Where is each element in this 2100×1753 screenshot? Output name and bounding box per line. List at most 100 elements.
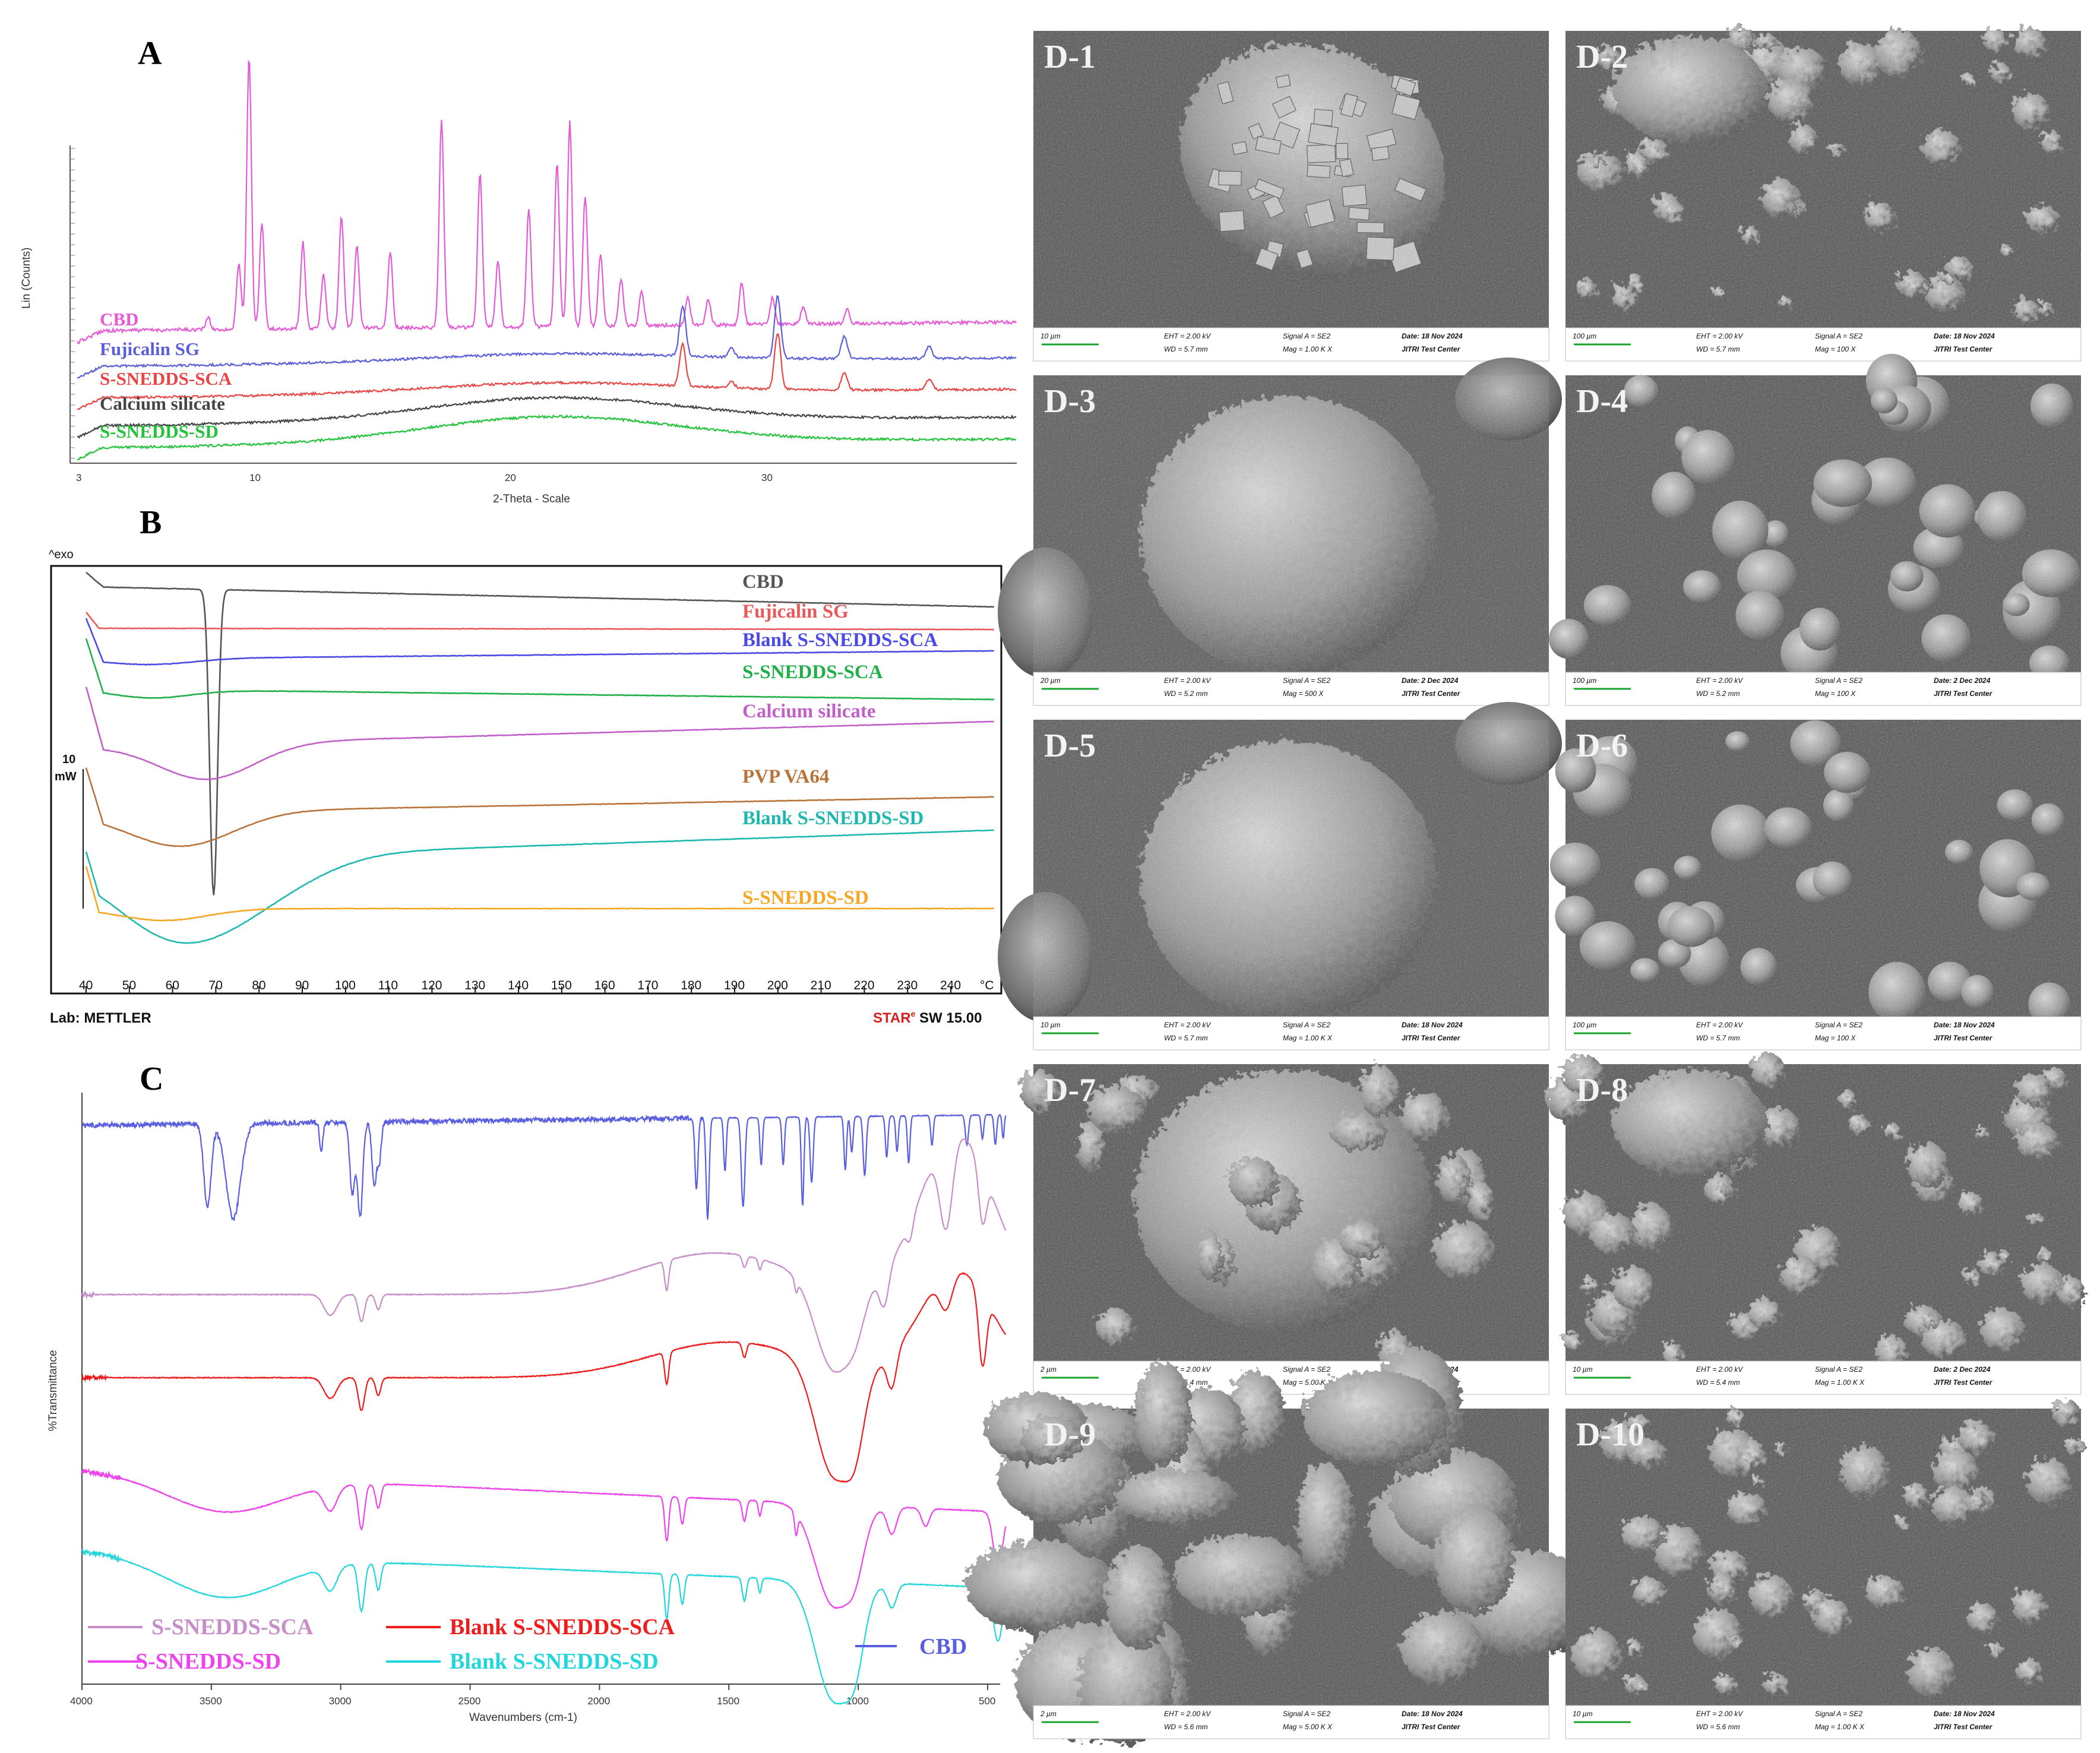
sem-eht: EHT = 2.00 kV [1696,332,1743,340]
sem-label: D-9 [1044,1416,1096,1453]
xrd-curve-2 [77,333,1017,410]
sem-signal: Signal A = SE2 [1283,1710,1330,1718]
xrd-tick-3: 3 [76,472,81,483]
dsc-curve-3 [85,638,995,701]
sem-date: Date: 18 Nov 2024 [1402,1710,1463,1718]
sem-center: JITRI Test Center [1934,1034,1993,1042]
dsc-tick-150: 150 [551,979,572,992]
sem-info-bar [1033,1705,1549,1739]
ftir-y-axis-label: %Transmittance [47,1350,59,1431]
dsc-tick-50: 50 [122,979,136,992]
sem-label: D-3 [1044,383,1096,420]
ftir-tick-3500: 3500 [200,1695,222,1707]
dsc-tick-130: 130 [464,979,485,992]
sem-label: D-6 [1576,727,1628,764]
sem-label: D-10 [1576,1416,1644,1453]
sem-mag: Mag = 100 X [1815,345,1856,353]
ftir-tick-1000: 1000 [846,1695,869,1707]
sem-label: D-1 [1044,39,1096,75]
sem-texture [1565,1064,2081,1361]
dsc-label-calcium-silicate: Calcium silicate [742,701,876,722]
sem-mag: Mag = 500 X [1283,689,1324,698]
dsc-label-s-snedds-sd: S-SNEDDS-SD [742,887,869,909]
sem-label: D-4 [1576,383,1628,420]
sem-eht: EHT = 2.00 kV [1164,1021,1211,1029]
sem-info-bar [1565,672,2082,706]
ftir-tick-2000: 2000 [587,1695,610,1707]
dsc-tick-90: 90 [295,979,309,992]
ftir-curve-0 [81,1113,1007,1222]
ftir-tick-4000: 4000 [70,1695,93,1707]
sem-image-5: D-5 10 µm EHT = 2.00 kV WD = 5.7 mm Signal A… [998,702,1562,1050]
ftir-tick-3000: 3000 [329,1695,352,1707]
dsc-label-cbd: CBD [742,571,784,593]
dsc-tick-240: 240 [940,979,961,992]
dsc-scale-value: 10 [62,753,75,766]
sem-mag: Mag = 1.00 K X [1283,345,1333,353]
dsc-tick-180: 180 [681,979,701,992]
sem-signal: Signal A = SE2 [1283,676,1330,685]
dsc-curve-1 [86,612,994,631]
sem-signal: Signal A = SE2 [1815,1365,1862,1374]
dsc-tick-140: 140 [508,979,529,992]
sem-wd: WD = 5.4 mm [1696,1378,1740,1387]
sem-texture [1565,31,2081,328]
sem-scale-text: 10 µm [1040,332,1061,340]
dsc-curve-0 [86,571,995,896]
dsc-tick-60: 60 [166,979,179,992]
sem-scale-text: 10 µm [1573,1710,1593,1718]
dsc-thermograms [85,571,995,944]
sem-texture [1033,375,1549,672]
xrd-label-s-snedds-sca: S-SNEDDS-SCA [100,368,232,389]
xrd-tick-20: 20 [505,472,516,483]
sem-info-bar [1033,672,1549,706]
sem-eht: EHT = 2.00 kV [1164,676,1211,685]
ftir-curve-1 [81,1138,1007,1374]
ftir-curve-4 [81,1548,1007,1705]
sem-signal: Signal A = SE2 [1815,332,1862,340]
xrd-tick-30: 30 [761,472,773,483]
sem-signal: Signal A = SE2 [1283,1021,1330,1029]
sem-label: D-2 [1576,39,1628,75]
sem-signal: Signal A = SE2 [1815,1710,1862,1718]
dsc-tick-170: 170 [637,979,658,992]
sem-eht: EHT = 2.00 kV [1696,1365,1743,1374]
sem-texture [1565,720,2081,1017]
sem-date: Date: 18 Nov 2024 [1934,1710,1995,1718]
ftir-tick-500: 500 [979,1695,995,1707]
dsc-lab-label: Lab: METTLER [50,1010,151,1026]
xrd-label-calcium-silicate: Calcium silicate [100,393,225,414]
xrd-label-cbd: CBD [100,309,138,330]
dsc-label-blank-sd: Blank S-SNEDDS-SD [742,808,924,829]
sem-mag: Mag = 100 X [1815,689,1856,698]
legend-label-cbd: CBD [919,1634,967,1659]
sem-date: Date: 2 Dec 2024 [1934,1365,1991,1374]
sem-center: JITRI Test Center [1934,1723,1993,1731]
sem-info-bar [1565,1705,2082,1739]
sem-wd: WD = 5.2 mm [1164,689,1208,698]
sem-eht: EHT = 2.00 kV [1696,676,1743,685]
sem-center: JITRI Test Center [1402,1723,1461,1731]
sem-info-bar [1565,1360,2082,1395]
dsc-label-blank-sca: Blank S-SNEDDS-SCA [742,629,938,651]
dsc-tick-100: 100 [335,979,356,992]
dsc-label-fujicalin: Fujicalin SG [742,601,849,622]
dsc-x-ticks: 40 50 60 70 80 90 100 110 120 130 140 150 160 170 180 1… [79,979,961,993]
ftir-curve-3 [81,1468,1007,1609]
sem-center: JITRI Test Center [1934,345,1993,353]
sem-texture [1565,375,2081,672]
sem-wd: WD = 5.7 mm [1164,345,1208,353]
sem-label: D-8 [1576,1072,1628,1109]
dsc-tick-230: 230 [897,979,918,992]
dsc-software-label: STARe SW 15.00 [873,1009,982,1026]
dsc-curve-5 [85,767,994,847]
dsc-curve-2 [85,618,994,666]
ftir-legend: S-SNEDDS-SCA Blank S-SNEDDS-SCA S-SNEDDS… [88,1615,967,1674]
dsc-unit: °C [980,979,994,992]
xrd-tick-10: 10 [249,472,261,483]
sem-scale-text: 2 µm [1040,1365,1057,1374]
panel-b-letter: B [140,504,162,541]
dsc-tick-220: 220 [853,979,874,992]
sem-info-bar [1033,1016,1549,1050]
